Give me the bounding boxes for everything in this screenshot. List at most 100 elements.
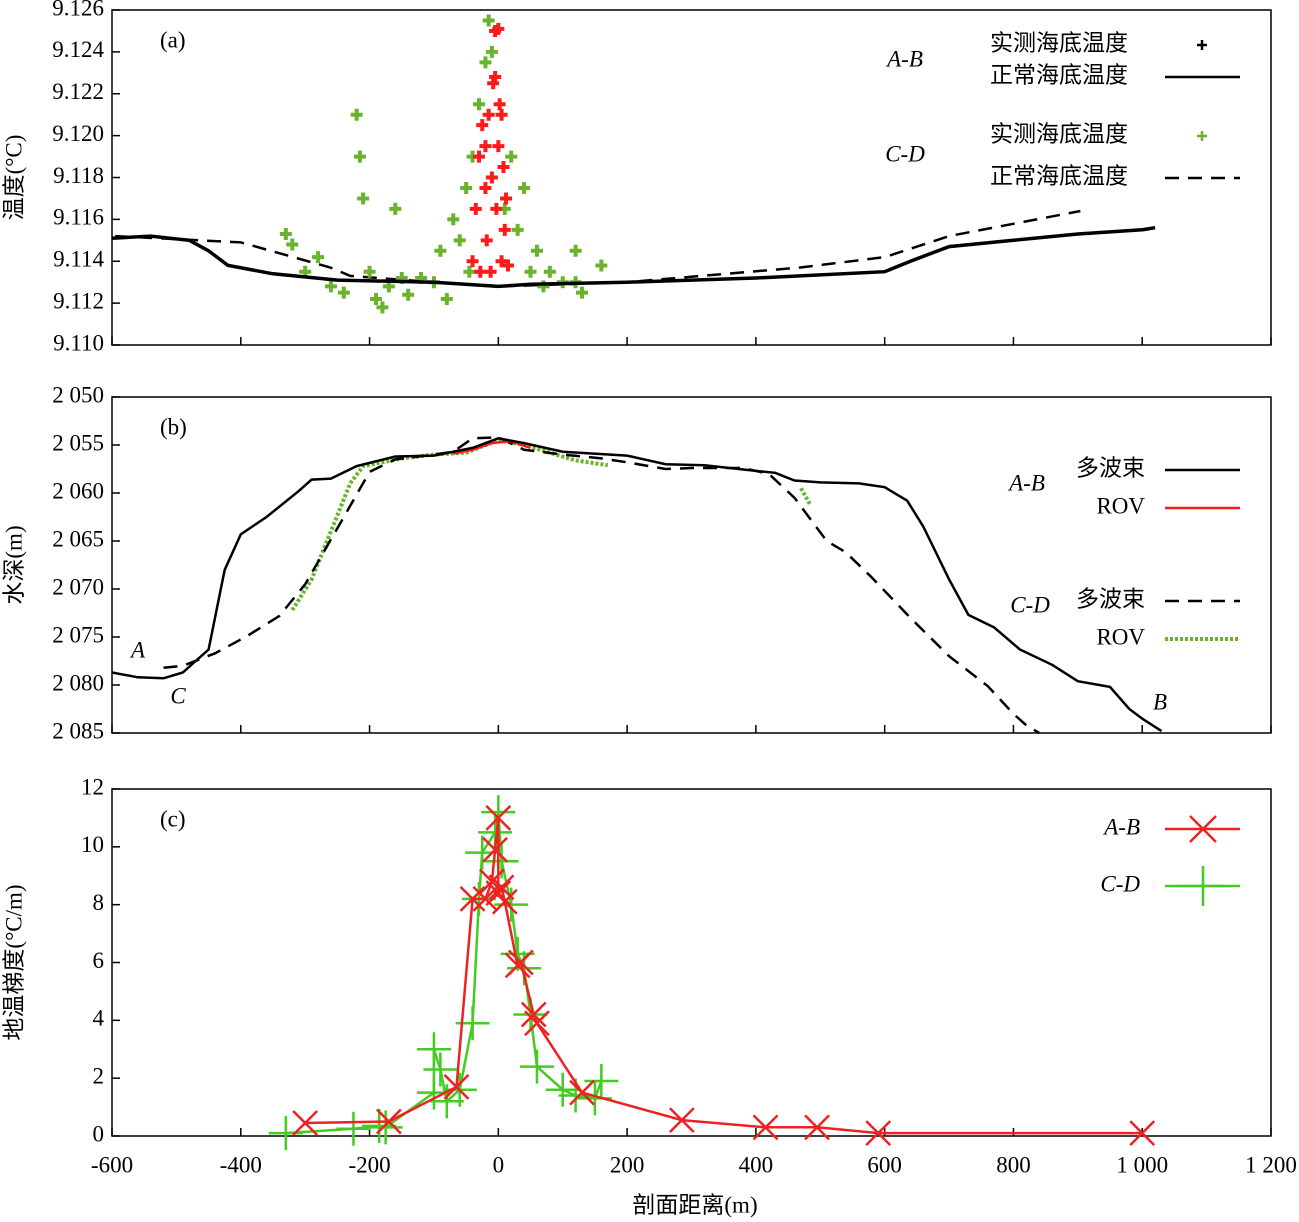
y-tick-label: 6 <box>93 948 105 973</box>
marker <box>1183 866 1223 906</box>
marker <box>362 1108 397 1143</box>
marker <box>495 255 508 268</box>
marker <box>353 150 366 163</box>
marker <box>498 223 511 236</box>
marker <box>466 255 479 268</box>
y-tick-label: 9.120 <box>52 121 104 146</box>
marker <box>569 1079 595 1106</box>
marker <box>423 1052 458 1087</box>
marker <box>492 22 505 35</box>
marker <box>752 1114 779 1141</box>
marker <box>494 887 529 922</box>
marker <box>368 1110 403 1145</box>
marker <box>1189 815 1217 843</box>
legend-label: A-B <box>1102 814 1140 839</box>
x-tick-label: 1 000 <box>1116 1152 1168 1177</box>
x-tick-label: 600 <box>867 1152 902 1177</box>
marker <box>497 161 510 174</box>
marker <box>668 1107 695 1133</box>
x-tick-label: 200 <box>610 1152 645 1177</box>
marker <box>485 171 498 184</box>
marker <box>337 286 350 299</box>
marker <box>482 836 508 863</box>
marker <box>507 949 534 976</box>
marker <box>453 234 466 247</box>
y-tick-label: 8 <box>93 890 105 915</box>
marker <box>324 280 337 293</box>
legend-label: C-D <box>1100 871 1140 896</box>
marker <box>376 301 389 314</box>
series-line <box>290 438 813 612</box>
y-tick-label: 2 050 <box>52 382 104 407</box>
marker <box>469 202 482 215</box>
y-axis-label: 温度(°C) <box>1 135 26 221</box>
y-tick-label: 4 <box>93 1006 105 1031</box>
x-tick-label: 1 200 <box>1245 1152 1297 1177</box>
legend-label: 正常海底温度 <box>990 163 1128 188</box>
marker <box>286 238 299 251</box>
marker <box>485 45 498 58</box>
legend-label: 实测海底温度 <box>990 121 1128 146</box>
y-axis-label: 地温梯度(°C/m) <box>1 884 26 1040</box>
marker <box>434 244 447 257</box>
marker <box>479 181 492 194</box>
marker <box>482 108 495 121</box>
series-line <box>111 225 1156 289</box>
legend-label: 正常海底温度 <box>990 62 1128 87</box>
marker <box>279 228 292 241</box>
marker <box>350 108 363 121</box>
annotation: C <box>170 683 186 708</box>
series-line <box>453 439 531 455</box>
legend-group: A-B <box>885 46 923 71</box>
y-tick-label: 2 075 <box>52 622 104 647</box>
legend-group: A-B <box>1007 470 1045 495</box>
y-tick-label: 10 <box>81 832 104 857</box>
legend-label: 多波束 <box>1076 586 1145 611</box>
marker <box>375 1108 402 1135</box>
marker <box>865 1120 892 1146</box>
legend-group: C-D <box>885 141 925 166</box>
y-tick-label: 9.116 <box>53 205 104 230</box>
y-tick-label: 9.114 <box>53 247 104 272</box>
marker <box>519 1049 554 1084</box>
annotation: B <box>1153 689 1167 714</box>
y-tick-label: 2 <box>93 1063 105 1088</box>
marker <box>473 150 486 163</box>
marker <box>363 265 376 278</box>
y-tick-label: 9.112 <box>53 288 104 313</box>
marker <box>480 234 493 247</box>
marker <box>460 181 473 194</box>
marker <box>292 1110 319 1136</box>
marker <box>484 265 497 278</box>
marker <box>479 140 492 153</box>
y-tick-label: 0 <box>93 1121 105 1146</box>
marker <box>389 202 402 215</box>
marker <box>336 1111 371 1146</box>
y-tick-label: 2 085 <box>52 718 104 743</box>
marker <box>416 1032 451 1067</box>
y-tick-label: 2 080 <box>52 670 104 695</box>
legend-label: 多波束 <box>1076 455 1145 480</box>
x-tick-label: 800 <box>996 1152 1031 1177</box>
marker <box>489 71 502 83</box>
marker <box>369 292 382 305</box>
marker <box>804 1114 830 1141</box>
plot-frame <box>111 788 1272 1137</box>
marker <box>492 140 505 153</box>
x-tick-label: -400 <box>220 1152 262 1177</box>
marker <box>476 119 489 132</box>
marker <box>537 280 550 293</box>
marker <box>482 14 495 27</box>
series-line <box>285 811 603 1135</box>
series-line <box>305 817 1143 1135</box>
marker <box>500 192 513 205</box>
legend-label: ROV <box>1096 624 1145 649</box>
marker <box>595 259 608 272</box>
marker <box>520 1001 547 1028</box>
plot-frame <box>111 396 1272 734</box>
marker <box>569 244 582 257</box>
marker <box>501 259 514 272</box>
marker <box>443 1073 470 1100</box>
marker <box>440 292 453 305</box>
series-line <box>111 437 1163 733</box>
